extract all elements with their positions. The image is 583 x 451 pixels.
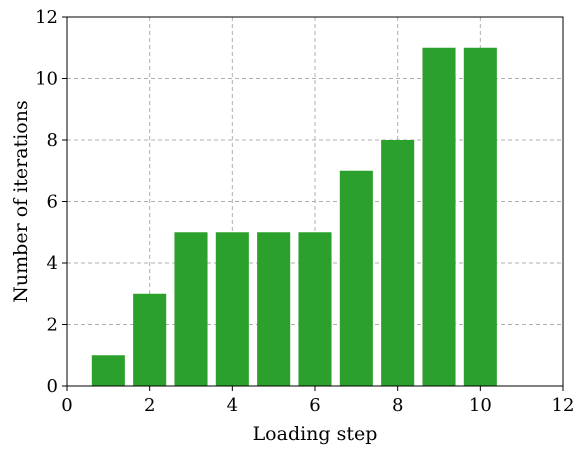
x-tick-label: 0: [61, 395, 72, 416]
x-tick-label: 10: [469, 395, 492, 416]
y-tick-label: 6: [47, 192, 58, 213]
bar-step-7: [339, 170, 373, 386]
y-axis-label: Number of iterations: [10, 100, 32, 302]
bar-step-10: [463, 47, 497, 386]
x-tick-label: 4: [227, 395, 238, 416]
x-tick-label: 12: [552, 395, 575, 416]
bar-step-3: [174, 232, 208, 386]
axis-ticks: 0 2 4 6 8 10 12 0 2 4 6 8 10 12: [35, 7, 574, 416]
x-tick-label: 6: [309, 395, 320, 416]
bar-step-5: [257, 232, 291, 386]
bar-step-9: [422, 47, 456, 386]
x-tick-label: 8: [392, 395, 403, 416]
y-tick-label: 8: [47, 130, 58, 151]
y-tick-label: 2: [47, 315, 58, 336]
bar-step-1: [91, 355, 125, 386]
y-tick-label: 12: [35, 7, 58, 28]
bar-step-2: [133, 293, 167, 386]
bar-step-8: [381, 140, 415, 386]
bar-step-6: [298, 232, 332, 386]
x-tick-label: 2: [144, 395, 155, 416]
y-tick-label: 0: [47, 376, 58, 397]
y-tick-label: 4: [47, 253, 58, 274]
bars: [91, 47, 497, 386]
bar-step-4: [215, 232, 249, 386]
x-axis-label: Loading step: [253, 423, 378, 445]
y-tick-label: 10: [35, 69, 58, 90]
